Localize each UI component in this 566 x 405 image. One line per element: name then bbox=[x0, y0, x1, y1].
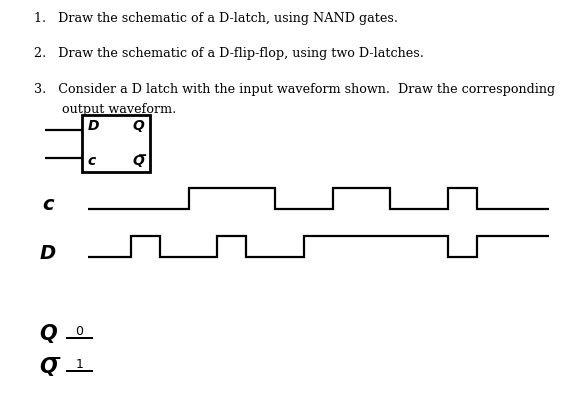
Text: 1: 1 bbox=[75, 358, 83, 371]
Text: 2.   Draw the schematic of a D-flip-flop, using two D-latches.: 2. Draw the schematic of a D-flip-flop, … bbox=[34, 47, 424, 60]
Text: 0: 0 bbox=[75, 325, 83, 338]
Text: 1.   Draw the schematic of a D-latch, using NAND gates.: 1. Draw the schematic of a D-latch, usin… bbox=[34, 12, 398, 25]
Text: Q̅: Q̅ bbox=[132, 154, 144, 168]
Text: Q: Q bbox=[39, 324, 57, 344]
Bar bbox=[82, 115, 150, 172]
Text: Q̅: Q̅ bbox=[39, 356, 57, 377]
Text: Q: Q bbox=[132, 119, 144, 134]
Text: c: c bbox=[88, 154, 96, 168]
Text: D: D bbox=[88, 119, 99, 134]
Text: c: c bbox=[42, 195, 54, 214]
Text: D: D bbox=[40, 244, 56, 262]
Text: 3.   Consider a D latch with the input waveform shown.  Draw the corresponding: 3. Consider a D latch with the input wav… bbox=[34, 83, 555, 96]
Text: output waveform.: output waveform. bbox=[34, 103, 176, 116]
